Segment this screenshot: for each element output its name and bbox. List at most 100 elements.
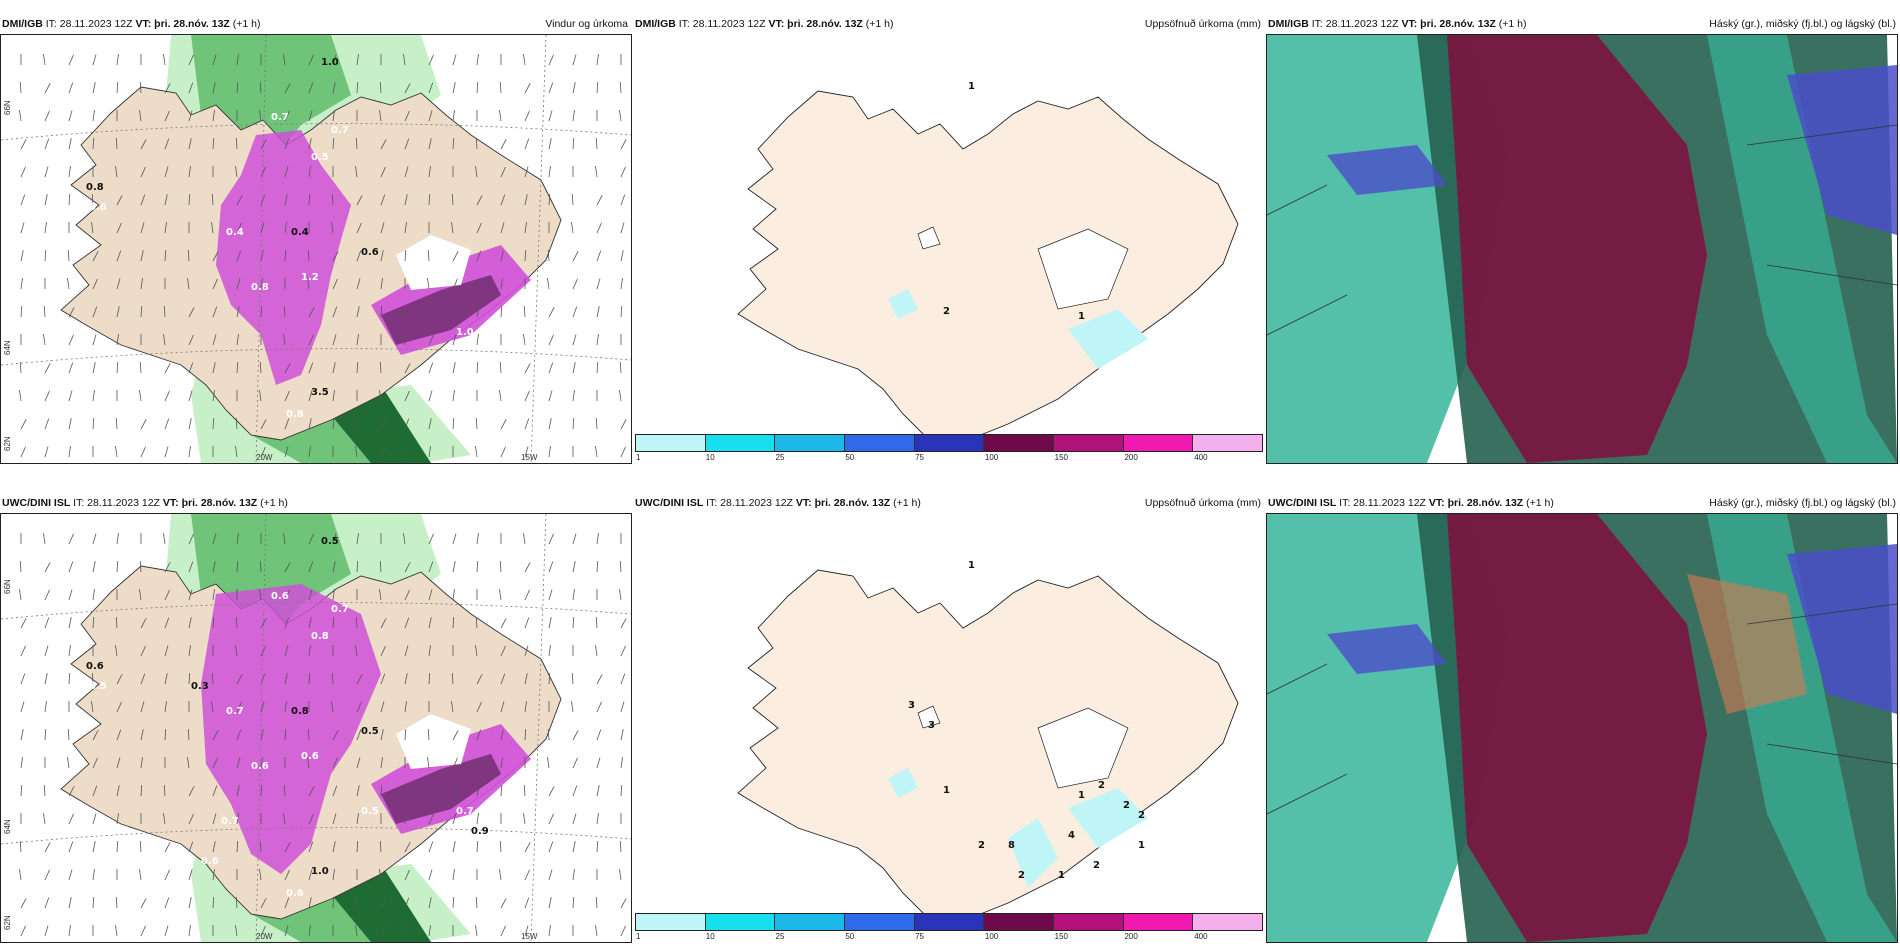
panel-header: DMI/IGB IT: 28.11.2023 12Z VT: þri. 28.n… <box>0 14 632 34</box>
wind-barb <box>499 81 502 94</box>
wind-barb <box>548 390 553 402</box>
wind-barb <box>476 361 479 374</box>
wind-barb <box>332 841 336 853</box>
wind-barb <box>548 533 554 545</box>
wind-barb <box>403 305 406 318</box>
wind-barb <box>548 193 551 206</box>
wind-barb <box>595 645 598 657</box>
valid-time: þri. 28.nóv. 13Z <box>1420 18 1496 30</box>
wind-barb <box>596 306 600 318</box>
latitude-line <box>1 348 631 366</box>
wind-barb <box>620 757 623 769</box>
wind-barb <box>619 560 622 573</box>
high-cloud-area <box>1447 35 1707 463</box>
wind-barb <box>356 674 363 685</box>
wind-barb <box>428 645 431 657</box>
wind-barb <box>235 616 238 629</box>
wind-barb <box>284 138 290 150</box>
wind-barb <box>404 562 411 573</box>
wind-barb <box>260 757 263 769</box>
value-label: 0.7 <box>271 112 289 123</box>
wind-barb <box>499 840 502 853</box>
wind-barb <box>44 728 47 741</box>
wind-barb <box>68 617 72 629</box>
wind-barb <box>308 589 313 601</box>
wind-barb <box>500 898 507 909</box>
wind-barb <box>116 334 119 346</box>
wind-barb <box>308 446 311 458</box>
heavy-precip-area <box>201 584 381 874</box>
wind-barb <box>20 673 26 685</box>
wind-barb <box>356 361 359 374</box>
wind-barb <box>524 869 530 881</box>
wind-barb <box>571 701 574 713</box>
wind-barb <box>524 589 530 601</box>
wind-barb <box>68 561 74 573</box>
wind-barb <box>19 560 22 573</box>
wind-barb <box>284 418 290 430</box>
wind-barb <box>188 897 192 909</box>
wind-barb <box>284 673 288 685</box>
model-name: DMI/IGB <box>1268 18 1309 30</box>
wind-barb <box>44 617 50 629</box>
wind-barb <box>260 618 267 629</box>
wind-barb <box>379 589 382 601</box>
wind-barb <box>548 841 554 853</box>
wind-barb <box>596 785 600 797</box>
wind-barb <box>404 897 410 909</box>
wind-barb <box>380 419 387 430</box>
wind-barb <box>164 390 170 402</box>
wind-barb <box>332 390 335 402</box>
wind-barb <box>620 305 623 318</box>
value-label: 2 <box>1138 810 1145 821</box>
value-label: 0.8 <box>251 282 269 293</box>
wind-barb <box>547 728 550 741</box>
value-label: 1 <box>943 785 950 796</box>
wind-barb <box>452 278 458 290</box>
lead-time: (+1 h) <box>1526 497 1554 509</box>
wind-barb <box>164 842 171 853</box>
value-label: 4 <box>1068 830 1075 841</box>
wind-barb <box>212 561 216 573</box>
wind-barb <box>284 194 288 206</box>
colorbar-tick-label: 25 <box>775 453 785 462</box>
value-label: 0.6 <box>361 247 379 258</box>
wind-barb <box>212 110 215 122</box>
wind-barb <box>164 897 170 909</box>
wind-barb <box>452 306 458 318</box>
wind-barb <box>452 589 455 601</box>
wind-barb <box>428 390 433 402</box>
wind-barb <box>212 278 218 290</box>
heavy-precip-core <box>381 275 501 345</box>
wind-barb <box>548 786 555 797</box>
wind-barb <box>284 249 287 262</box>
wind-barb <box>332 561 336 573</box>
wind-barb <box>380 925 386 937</box>
wind-barb <box>259 840 262 853</box>
wind-barb <box>547 278 550 290</box>
lead-time: (+1 h) <box>232 18 261 30</box>
colorbar-swatch <box>636 435 706 451</box>
model-name: UWC/DINI ISL <box>2 497 71 509</box>
wind-barb <box>68 869 73 881</box>
colorbar-swatch <box>705 914 776 930</box>
wind-barb <box>500 222 505 234</box>
wind-barb <box>596 560 599 573</box>
wind-barb <box>620 701 625 713</box>
wind-barb <box>523 334 526 346</box>
value-label: 0.6 <box>201 856 219 867</box>
wind-barb <box>164 446 169 458</box>
wind-barb <box>620 898 627 909</box>
panel-header: UWC/DINI ISL IT: 28.11.2023 12Z VT: þri.… <box>0 493 632 513</box>
valid-time-label: VT: <box>1401 18 1418 30</box>
wind-barb <box>403 54 406 66</box>
wind-barb <box>308 362 314 374</box>
wind-barb <box>379 81 382 94</box>
wind-barb <box>212 785 218 797</box>
wind-barb <box>140 278 143 290</box>
wind-barb <box>92 561 96 573</box>
wind-barb <box>355 645 358 657</box>
init-time: IT: 28.11.2023 12Z <box>1311 18 1399 30</box>
wind-barb <box>68 813 74 825</box>
